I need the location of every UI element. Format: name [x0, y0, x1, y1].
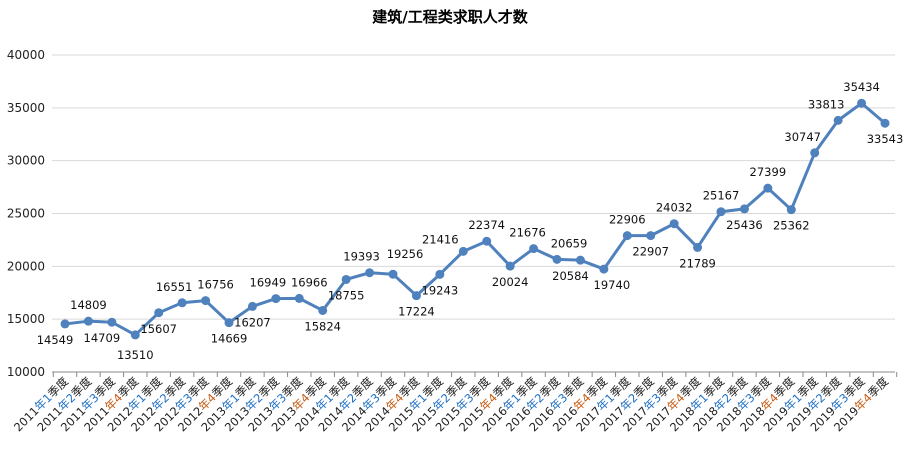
data-label: 16207 — [234, 315, 271, 329]
data-point — [388, 269, 398, 279]
data-label: 20659 — [551, 236, 588, 250]
y-tick-label: 25000 — [7, 207, 45, 221]
chart-title: 建筑/工程类求职人才数 — [372, 8, 528, 26]
data-point — [693, 242, 703, 252]
data-label: 15607 — [140, 322, 177, 336]
data-label: 22906 — [609, 213, 646, 227]
data-point — [716, 207, 726, 217]
data-point — [552, 254, 562, 264]
data-point — [786, 205, 796, 215]
data-point — [130, 330, 140, 340]
data-point — [411, 291, 421, 301]
data-point — [83, 316, 93, 326]
data-label: 19243 — [422, 283, 459, 297]
data-label: 20024 — [492, 275, 529, 289]
data-point — [505, 261, 515, 271]
data-point — [857, 98, 867, 108]
data-label: 16949 — [250, 276, 287, 290]
data-label: 15824 — [304, 319, 341, 333]
data-point — [458, 246, 468, 256]
data-label: 24032 — [656, 201, 693, 215]
data-point — [646, 231, 656, 241]
data-point — [177, 298, 187, 308]
data-label: 22907 — [632, 245, 669, 259]
data-point — [154, 308, 164, 318]
data-point — [318, 305, 328, 315]
data-label: 16756 — [197, 278, 234, 292]
data-label: 21416 — [422, 232, 459, 246]
y-tick-label: 35000 — [7, 101, 45, 115]
data-point — [599, 264, 609, 274]
y-tick-label: 40000 — [7, 48, 45, 62]
data-point — [271, 294, 281, 304]
y-tick-label: 30000 — [7, 154, 45, 168]
data-label: 20584 — [552, 269, 589, 283]
data-point — [669, 219, 679, 229]
y-tick-label: 15000 — [7, 312, 45, 326]
data-point — [833, 115, 843, 125]
data-label: 19393 — [343, 250, 380, 264]
data-point — [294, 293, 304, 303]
data-point — [763, 183, 773, 193]
data-point — [107, 317, 117, 327]
data-point — [880, 118, 890, 128]
data-label: 25362 — [773, 219, 810, 233]
data-label: 35434 — [843, 80, 880, 94]
data-point — [365, 268, 375, 278]
data-label: 22374 — [468, 218, 505, 232]
data-label: 25436 — [726, 218, 763, 232]
data-label: 21676 — [509, 226, 546, 240]
data-label: 30747 — [784, 130, 821, 144]
data-label: 33813 — [808, 97, 845, 111]
data-point — [482, 236, 492, 246]
y-tick-label: 10000 — [7, 365, 45, 379]
data-label: 16551 — [156, 280, 193, 294]
data-label: 14709 — [84, 331, 121, 345]
data-label: 19256 — [387, 247, 424, 261]
y-tick-label: 20000 — [7, 259, 45, 273]
data-point — [435, 269, 445, 279]
data-label: 13510 — [117, 348, 154, 362]
data-label: 14669 — [211, 332, 248, 346]
data-point — [60, 319, 70, 329]
data-label: 27399 — [750, 165, 787, 179]
data-label: 21789 — [679, 256, 716, 270]
data-point — [247, 301, 257, 311]
data-point — [575, 255, 585, 265]
data-point — [810, 148, 820, 158]
data-label: 14809 — [70, 298, 107, 312]
data-point — [341, 274, 351, 284]
data-point — [529, 244, 539, 254]
data-point — [224, 318, 234, 328]
data-point — [201, 296, 211, 306]
data-label: 19740 — [594, 278, 631, 292]
data-label: 33543 — [867, 132, 904, 146]
data-label: 18755 — [328, 288, 365, 302]
data-label: 16966 — [291, 275, 328, 289]
data-point — [739, 204, 749, 214]
data-label: 17224 — [398, 305, 435, 319]
data-label: 14549 — [37, 333, 74, 347]
data-label: 25167 — [703, 189, 740, 203]
data-point — [622, 231, 632, 241]
